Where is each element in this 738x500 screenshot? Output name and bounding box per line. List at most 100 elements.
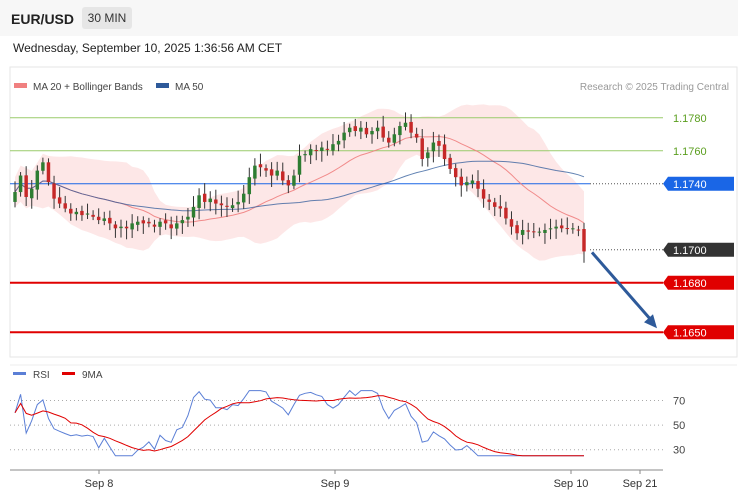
candle <box>476 170 480 198</box>
candle <box>253 158 257 186</box>
candle-body <box>448 157 452 169</box>
candle-body <box>403 122 408 127</box>
rsi-legend-swatch <box>13 372 26 375</box>
candle <box>219 195 224 217</box>
candle-body <box>214 199 218 204</box>
candle-body <box>96 216 101 221</box>
candle-body <box>375 127 380 132</box>
candle-body <box>158 221 162 227</box>
candle <box>230 198 235 212</box>
time-axis-label: Sep 9 <box>321 478 350 490</box>
candle <box>414 127 419 143</box>
candle-body <box>526 230 530 232</box>
candle-body <box>308 149 313 156</box>
candle <box>370 127 374 144</box>
candle-body <box>292 175 296 186</box>
candle <box>515 220 519 240</box>
candle-body <box>208 198 212 203</box>
candle <box>135 216 140 232</box>
price-badge-label: 1.1700 <box>673 245 707 257</box>
candle-body <box>543 229 547 233</box>
candle-body <box>554 226 558 229</box>
candle-body <box>314 150 318 152</box>
copyright-text: Research © 2025 Trading Central <box>580 82 729 93</box>
candle-body <box>493 202 497 207</box>
price-badge <box>663 275 734 290</box>
candle-body <box>191 206 196 218</box>
candle-body <box>409 121 413 133</box>
candle <box>85 203 90 220</box>
candle <box>169 216 173 240</box>
candle <box>465 176 469 192</box>
candle-body <box>476 181 480 189</box>
candle <box>409 114 413 139</box>
candle-body <box>453 168 458 178</box>
candle <box>342 121 346 149</box>
candle-body <box>230 205 235 209</box>
candle <box>375 120 380 140</box>
candle-body <box>13 192 17 202</box>
candle-body <box>582 229 586 252</box>
candle <box>41 157 45 175</box>
candle-body <box>331 144 335 151</box>
candle-body <box>197 195 201 208</box>
candle-body <box>18 175 23 193</box>
header-bar: EUR/USD 30 MIN <box>0 0 738 36</box>
candle-body <box>219 203 224 206</box>
timeframe-badge[interactable]: 30 MIN <box>82 7 132 29</box>
candle <box>347 123 352 137</box>
candle-body <box>175 223 179 229</box>
candle <box>292 169 296 190</box>
candle-body <box>297 155 302 175</box>
candle-body <box>465 182 469 186</box>
candle <box>80 205 84 221</box>
price-badge-label: 1.1680 <box>673 278 707 290</box>
candle <box>52 175 56 209</box>
candle <box>548 218 553 240</box>
ma20-legend-swatch <box>14 83 27 88</box>
candle-body <box>559 225 564 229</box>
forecast-arrow <box>590 251 657 329</box>
candle <box>504 201 508 225</box>
candle <box>91 210 95 221</box>
candle <box>147 217 151 228</box>
candle <box>526 222 530 240</box>
candle-body <box>69 208 73 214</box>
candle-body <box>169 224 173 229</box>
candle-body <box>426 152 430 159</box>
candle <box>398 121 402 145</box>
candle-body <box>253 165 257 179</box>
candle <box>163 213 168 230</box>
candle <box>308 144 313 165</box>
candle-body <box>342 132 346 141</box>
candle-body <box>152 224 157 227</box>
candle <box>325 140 330 156</box>
price-panel-frame <box>9 66 738 358</box>
price-level-label: 1.1780 <box>673 113 707 125</box>
candle-body <box>180 220 185 224</box>
candle-body <box>459 176 464 186</box>
ma20-legend-label: MA 20 + Bollinger Bands <box>33 82 143 93</box>
candle-body <box>46 162 51 183</box>
candle <box>236 190 240 213</box>
candle <box>520 219 525 245</box>
time-axis-labels: Sep 8 Sep 9 Sep 10 Sep 21 <box>85 470 657 490</box>
price-badge-label: 1.1740 <box>673 179 707 191</box>
price-levels <box>10 117 663 334</box>
rsi-tick-label: 70 <box>673 395 685 407</box>
candle <box>180 215 185 234</box>
candle-body <box>353 126 358 131</box>
candle <box>431 131 436 163</box>
candle <box>57 187 62 209</box>
candle <box>141 216 146 234</box>
ma50-legend-label: MA 50 <box>175 82 204 93</box>
candle <box>46 158 51 186</box>
candle-body <box>504 207 508 219</box>
candle-body <box>398 126 402 136</box>
candle-body <box>135 221 140 225</box>
candle-body <box>186 216 190 220</box>
candle <box>113 221 118 238</box>
candle <box>543 223 547 244</box>
candle <box>582 222 586 263</box>
candle-body <box>571 228 575 230</box>
